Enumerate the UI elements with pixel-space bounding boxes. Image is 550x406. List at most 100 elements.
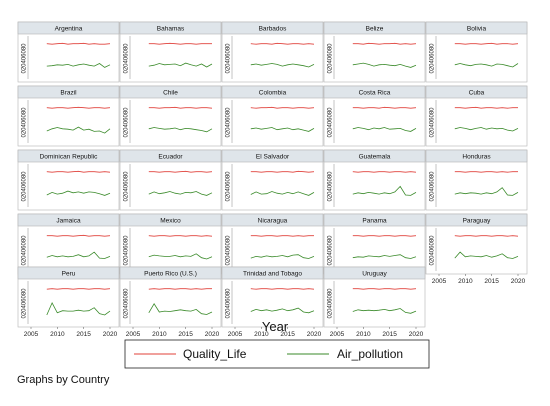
x-tick-label: 2015 xyxy=(76,331,91,338)
panel-title: Trinidad and Tobago xyxy=(243,271,302,278)
x-tick-label: 2005 xyxy=(24,331,39,338)
panel-jamaica: Jamaica 020406080 xyxy=(17,213,120,275)
y-tick-labels: 020406080 xyxy=(22,43,28,74)
y-tick-labels: 020406080 xyxy=(124,43,130,74)
air-pollution-line xyxy=(148,253,213,260)
panel-nicaragua: Nicaragua 020406080 xyxy=(221,213,324,275)
quality-life-line xyxy=(454,106,518,109)
air-pollution-line xyxy=(148,127,213,133)
panel-title: Jamaica xyxy=(56,218,81,225)
air-pollution-line xyxy=(148,303,213,315)
air-pollution-line xyxy=(250,127,315,132)
quality-life-line xyxy=(250,288,315,290)
air-pollution-line xyxy=(454,127,519,132)
panel-header xyxy=(17,21,120,35)
quality-life-line xyxy=(352,42,417,45)
panel-dominican-republic: Dominican Republic 020406080 xyxy=(17,149,120,211)
panel-header xyxy=(425,149,528,163)
x-tick-label: 2010 xyxy=(458,278,473,285)
air-pollution-line xyxy=(352,62,417,68)
x-tick-label: 2010 xyxy=(356,331,371,338)
quality-life-line xyxy=(454,235,519,237)
panel-title: Honduras xyxy=(462,154,491,161)
air-pollution-line xyxy=(352,308,417,314)
quality-life-line xyxy=(250,42,315,45)
quality-life-line xyxy=(454,171,518,173)
panel-header xyxy=(17,149,120,163)
panel-colombia: Colombia 020406080 xyxy=(221,85,324,147)
panel-header xyxy=(323,266,426,280)
y-tick-labels: 020406080 xyxy=(430,43,436,74)
air-pollution-line xyxy=(46,190,111,196)
y-tick-labels: 020406080 xyxy=(226,235,232,266)
quality-life-line xyxy=(46,234,111,237)
panel-header xyxy=(323,149,426,163)
x-tick-label: 2005 xyxy=(432,278,447,285)
panel-header xyxy=(221,85,324,99)
panel-header xyxy=(17,266,120,280)
panel-brazil: Brazil 020406080 xyxy=(17,85,120,147)
panel-bahamas: Bahamas 020406080 xyxy=(119,21,222,83)
air-pollution-line xyxy=(250,191,315,196)
legend-label-air-pollution: Air_pollution xyxy=(337,347,403,361)
y-tick-labels: 020406080 xyxy=(328,235,334,266)
panel-title: Belize xyxy=(366,26,384,33)
air-pollution-line xyxy=(454,63,519,68)
panel-title: Ecuador xyxy=(158,154,183,161)
panel-header xyxy=(119,85,222,99)
quality-life-line xyxy=(46,288,111,290)
y-tick-labels: 020406080 xyxy=(124,288,130,319)
y-tick-labels: 020406080 xyxy=(226,107,232,138)
panel-title: Bolivia xyxy=(467,26,487,33)
x-tick-label: 2010 xyxy=(254,331,269,338)
air-pollution-line xyxy=(46,63,111,68)
x-tick-label: 2020 xyxy=(409,331,424,338)
panel-header xyxy=(425,213,528,227)
panel-title: Cuba xyxy=(469,90,485,97)
panel-header xyxy=(221,149,324,163)
panel-title: Puerto Rico (U.S.) xyxy=(144,271,197,278)
y-tick-labels: 020406080 xyxy=(430,171,436,202)
panel-header xyxy=(119,21,222,35)
panel-title: Costa Rica xyxy=(359,90,391,97)
panel-barbados: Barbados 020406080 xyxy=(221,21,324,83)
panel-chile: Chile 020406080 xyxy=(119,85,222,147)
panel-header xyxy=(221,213,324,227)
x-tick-label: 2005 xyxy=(330,331,345,338)
air-pollution-line xyxy=(250,63,315,68)
panel-title: Chile xyxy=(163,90,178,97)
quality-life-line xyxy=(46,170,111,173)
air-pollution-line xyxy=(250,307,315,314)
panel-puerto-rico-u-s: Puerto Rico (U.S.) 020406080 xyxy=(119,266,222,328)
air-pollution-line xyxy=(46,126,111,134)
x-tick-label: 2015 xyxy=(178,331,193,338)
x-tick-label: 2010 xyxy=(152,331,167,338)
legend: Quality_Life Air_pollution xyxy=(124,339,430,369)
quality-life-line xyxy=(352,235,417,237)
figure-note: Graphs by Country xyxy=(17,374,110,386)
quality-life-line xyxy=(250,106,315,109)
panel-title: Nicaragua xyxy=(258,218,288,225)
panel-peru: Peru 020406080 xyxy=(17,266,120,328)
x-tick-label: 2020 xyxy=(103,331,118,338)
air-pollution-line xyxy=(352,127,417,132)
quality-life-line xyxy=(352,106,417,109)
quality-life-line xyxy=(148,42,212,45)
panel-header xyxy=(221,266,324,280)
panel-title: Colombia xyxy=(259,90,287,97)
panel-header xyxy=(323,213,426,227)
y-tick-labels: 020406080 xyxy=(328,171,334,202)
air-pollution-line xyxy=(46,251,111,259)
y-tick-labels: 020406080 xyxy=(430,235,436,266)
y-tick-labels: 020406080 xyxy=(124,171,130,202)
air-pollution-line xyxy=(46,301,111,316)
x-tick-label: 2010 xyxy=(50,331,65,338)
y-tick-labels: 020406080 xyxy=(22,235,28,266)
y-tick-labels: 020406080 xyxy=(124,107,130,138)
y-tick-labels: 020406080 xyxy=(226,171,232,202)
panel-header xyxy=(425,85,528,99)
panel-title: El Salvador xyxy=(256,154,290,161)
y-tick-labels: 020406080 xyxy=(430,107,436,138)
x-tick-label: 2015 xyxy=(280,331,295,338)
